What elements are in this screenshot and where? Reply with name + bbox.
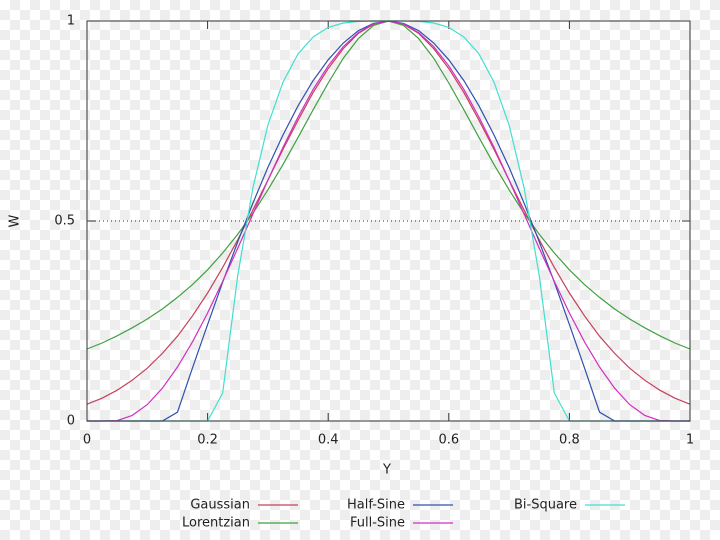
series-line [86, 20, 691, 350]
series-line [86, 20, 691, 405]
legend-label: Full-Sine [350, 516, 405, 531]
legend-label: Lorentzian [182, 516, 250, 531]
y-tick-label: 1 [67, 14, 75, 29]
y-axis-label: W [8, 214, 23, 227]
x-tick-label: 1 [686, 433, 694, 448]
x-tick-label: 0.8 [559, 433, 580, 448]
legend-label: Half-Sine [347, 498, 405, 513]
x-tick-label: 0.4 [318, 433, 339, 448]
y-tick-label: 0 [67, 414, 75, 429]
x-tick-label: 0.2 [197, 433, 218, 448]
legend-label: Bi-Square [514, 498, 577, 513]
x-tick-label: 0.6 [438, 433, 459, 448]
plot-border [86, 20, 691, 422]
legend-label: Gaussian [190, 498, 250, 513]
x-tick-label: 0 [83, 433, 91, 448]
y-tick-label: 0.5 [54, 214, 75, 229]
x-axis-label: Y [382, 463, 391, 478]
